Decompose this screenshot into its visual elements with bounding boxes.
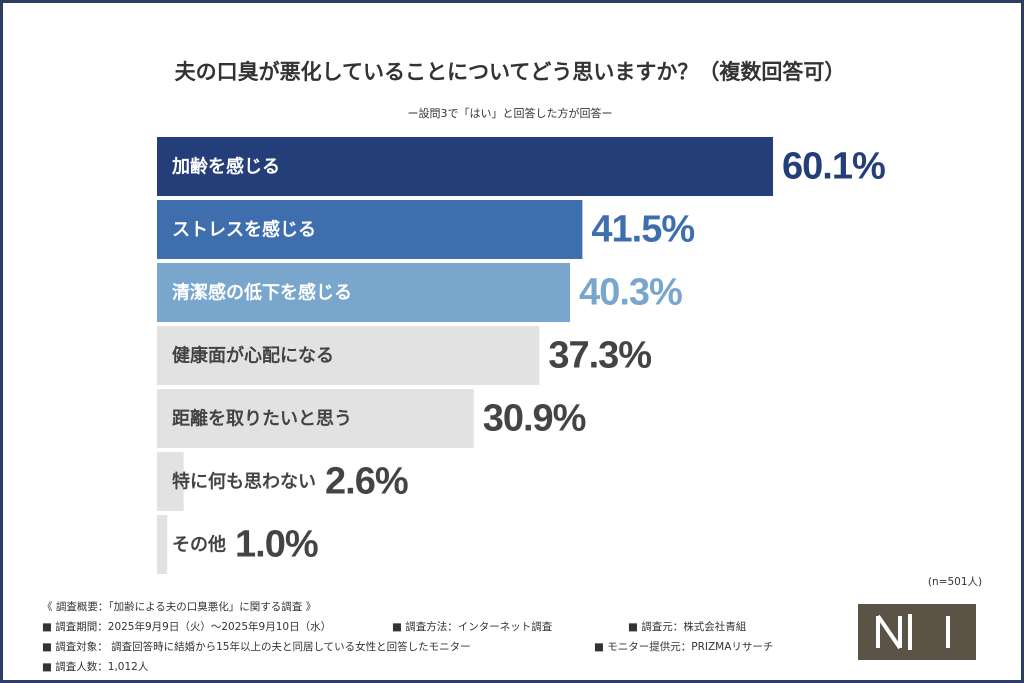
value-label: 2.6% xyxy=(325,461,408,503)
value-label: 40.3% xyxy=(579,272,682,314)
chart-title: 夫の口臭が悪化していることについてどう思いますか？（複数回答可） xyxy=(175,60,846,84)
footnote: ■ 調査期間：2025年9月9日（火）～2025年9月10日（水） xyxy=(42,620,331,633)
value-label: 30.9% xyxy=(483,398,586,440)
category-label: 距離を取りたいと思う xyxy=(172,408,352,430)
footnote: 《 調査概要：「加齢による夫の口臭悪化」に関する調査 》 xyxy=(42,600,316,613)
footnote: ■ 調査方法：インターネット調査 xyxy=(392,620,553,633)
category-label: その他 xyxy=(172,534,226,556)
footnote: ■ 調査対象： 調査回答時に結婚から15年以上の夫と同居している女性と回答したモ… xyxy=(42,640,471,653)
sample-note: (n=501人) xyxy=(928,576,982,588)
bar xyxy=(157,515,168,574)
category-label: 健康面が心配になる xyxy=(172,345,334,367)
bar xyxy=(157,137,774,196)
category-label: 特に何も思わない xyxy=(172,471,316,493)
value-label: 41.5% xyxy=(591,209,694,251)
bar xyxy=(157,389,474,448)
chart-subtitle: ー設問3で「はい」と回答した方が回答ー xyxy=(408,106,613,120)
category-label: ストレスを感じる xyxy=(172,219,316,241)
category-label: 清潔感の低下を感じる xyxy=(172,282,352,304)
value-label: 60.1% xyxy=(782,146,885,188)
footnote: ■ 調査元：株式会社青組 xyxy=(628,620,747,633)
bar xyxy=(157,452,184,511)
value-label: 1.0% xyxy=(235,524,318,566)
bar xyxy=(157,326,540,385)
footnote: ■ 調査人数：1,012人 xyxy=(42,660,149,673)
category-label: 加齢を感じる xyxy=(171,156,280,178)
logo xyxy=(858,604,976,660)
value-label: 37.3% xyxy=(548,335,651,377)
bar xyxy=(157,200,583,259)
bar xyxy=(157,263,571,322)
footnote: ■ モニター提供元：PRIZMAリサーチ xyxy=(594,640,773,653)
